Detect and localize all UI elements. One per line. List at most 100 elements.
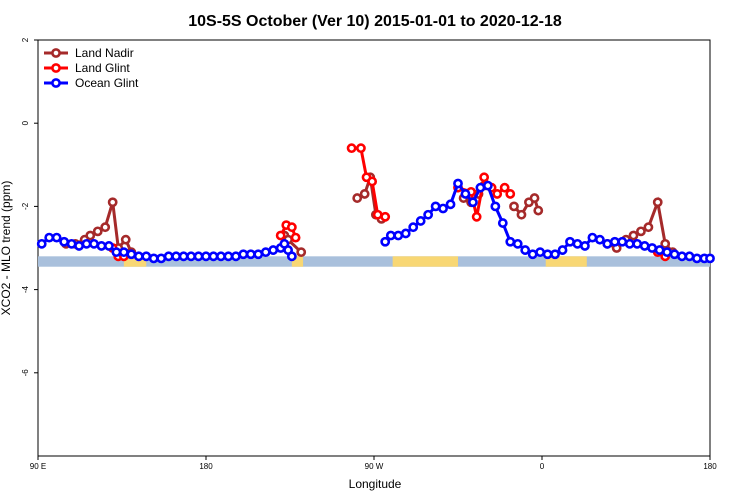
data-point (133, 251, 144, 262)
data-point (505, 189, 516, 199)
data-point (490, 201, 501, 212)
data-point (499, 182, 510, 193)
data-point (533, 205, 544, 216)
data-point (286, 251, 297, 262)
data-point (100, 222, 111, 233)
data-point (260, 247, 271, 258)
data-point (580, 241, 590, 251)
x-tick-label: 90 E (30, 462, 46, 471)
data-point (268, 245, 279, 255)
data-point (482, 180, 493, 191)
data-point (253, 249, 264, 260)
data-point (81, 238, 92, 249)
data-point (587, 232, 598, 243)
data-point (66, 238, 77, 249)
data-point (453, 178, 463, 189)
data-point (628, 230, 639, 241)
data-point (156, 253, 167, 264)
data-point (572, 238, 583, 249)
data-point (141, 251, 152, 262)
data-point (652, 197, 663, 208)
data-point (290, 232, 301, 243)
land-band-segment (291, 256, 304, 267)
data-point (692, 253, 702, 264)
data-point (550, 249, 560, 260)
data-point (352, 193, 363, 203)
data-point (230, 251, 241, 262)
data-point (609, 236, 620, 247)
data-point (647, 243, 658, 253)
y-tick-label: -6 (21, 369, 30, 377)
data-point (380, 211, 391, 222)
x-tick-label: 0 (540, 462, 545, 471)
data-point (617, 236, 628, 247)
plot-area (36, 39, 715, 457)
data-point (89, 238, 99, 249)
data-point (423, 209, 434, 220)
data-point (223, 251, 234, 262)
data-point (126, 249, 137, 260)
legend-item: Land Nadir (44, 46, 134, 60)
data-point (393, 230, 404, 241)
data-point (542, 249, 553, 260)
legend-swatch-marker (51, 63, 61, 73)
data-point (51, 232, 62, 243)
data-point (107, 197, 118, 208)
data-point (415, 216, 426, 226)
data-point (171, 251, 182, 262)
data-point (468, 197, 478, 208)
data-point (275, 230, 286, 241)
data-point (520, 245, 531, 255)
legend-item: Ocean Glint (44, 76, 139, 90)
data-point (535, 247, 546, 258)
data-point (639, 241, 650, 251)
data-point (660, 238, 671, 249)
data-point (193, 251, 204, 262)
legend-item: Land Glint (44, 61, 130, 75)
data-point (594, 234, 605, 245)
data-point (74, 241, 84, 251)
data-point (460, 189, 471, 199)
x-tick-label: 90 W (365, 462, 384, 471)
data-point (208, 251, 219, 262)
land-band-segment (135, 256, 147, 267)
legend-swatch-marker (51, 48, 61, 58)
data-point (201, 251, 211, 262)
data-point (527, 249, 538, 260)
series-ocean-glint (36, 178, 715, 264)
data-point (44, 232, 55, 243)
data-point (118, 247, 129, 258)
y-tick-label: -2 (21, 202, 30, 210)
legend-label: Ocean Glint (75, 76, 139, 90)
data-point (509, 201, 519, 212)
data-point (372, 209, 383, 220)
data-point (380, 236, 391, 247)
data-point (430, 201, 441, 212)
data-point (445, 199, 456, 210)
data-point (356, 143, 366, 154)
data-point (286, 222, 297, 233)
data-point (245, 249, 256, 260)
data-point (654, 245, 665, 255)
data-point (104, 241, 114, 251)
x-tick-label: 180 (703, 462, 717, 471)
data-point (684, 251, 695, 262)
ocean-band (38, 256, 710, 267)
data-point (705, 253, 715, 264)
data-point (385, 230, 396, 241)
y-tick-label: 2 (21, 37, 30, 42)
data-point (238, 249, 249, 260)
data-point (92, 226, 103, 237)
data-point (632, 238, 643, 249)
data-point (475, 182, 486, 193)
data-point (359, 189, 370, 199)
axes: 90 E 180 90 W 0 180 2 0 -2 -4 -6 (21, 37, 717, 471)
data-point (148, 253, 159, 264)
data-point (163, 251, 174, 262)
data-point (120, 234, 131, 245)
data-point (408, 222, 419, 233)
chart-title: 10S-5S October (Ver 10) 2015-01-01 to 20… (188, 13, 562, 30)
data-point (85, 230, 96, 241)
